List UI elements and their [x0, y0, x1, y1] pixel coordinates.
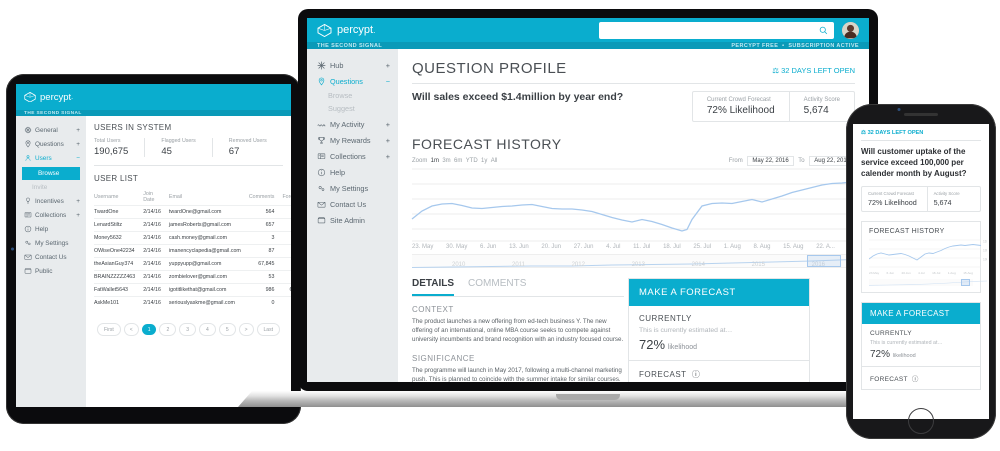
- svg-text:100: 100: [983, 258, 987, 262]
- svg-text:105: 105: [983, 249, 987, 253]
- svg-text:110: 110: [983, 240, 987, 244]
